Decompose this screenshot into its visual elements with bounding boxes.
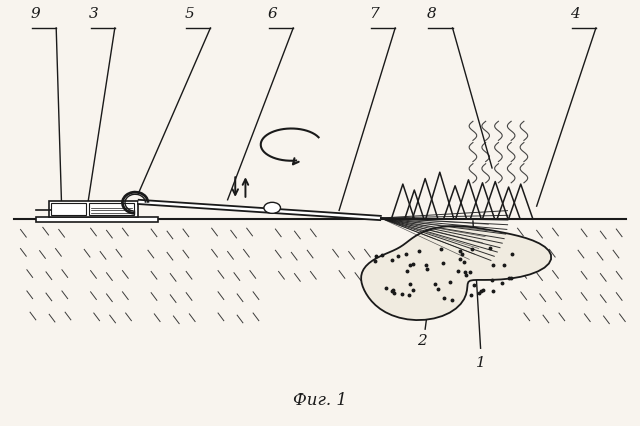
Polygon shape (138, 200, 381, 221)
Bar (49, 201, 138, 217)
Bar (90, 203, 134, 216)
Text: 5: 5 (184, 7, 195, 21)
Polygon shape (361, 227, 551, 320)
Polygon shape (36, 217, 157, 223)
Text: 7: 7 (369, 7, 379, 21)
Text: 3: 3 (89, 7, 99, 21)
Text: 1: 1 (476, 355, 486, 369)
Text: Фиг. 1: Фиг. 1 (293, 391, 347, 408)
Text: 4: 4 (570, 7, 580, 21)
Bar (51, 203, 86, 216)
Text: 2: 2 (417, 334, 427, 348)
Text: 8: 8 (427, 7, 436, 21)
Text: 9: 9 (30, 7, 40, 21)
Text: 6: 6 (268, 7, 277, 21)
Circle shape (264, 203, 280, 214)
